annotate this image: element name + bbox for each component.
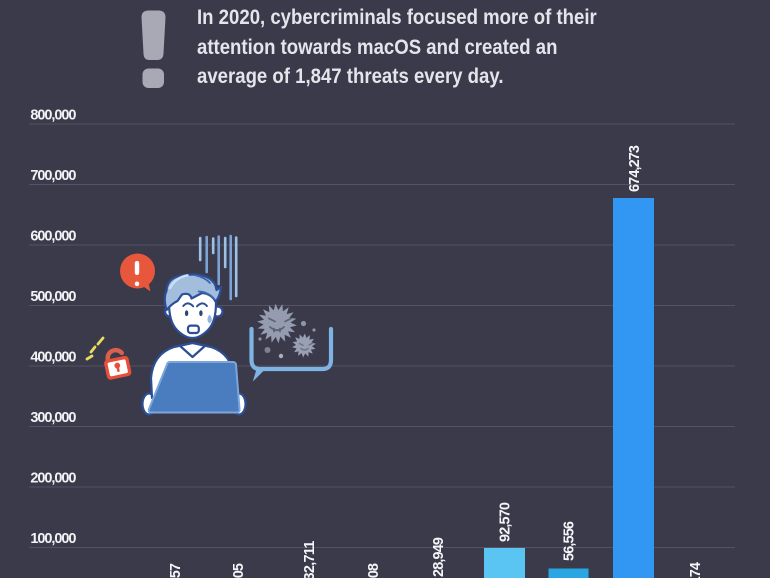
svg-text:56,556: 56,556 xyxy=(562,521,578,561)
svg-text:28,949: 28,949 xyxy=(431,537,447,577)
svg-text:100,000: 100,000 xyxy=(30,531,76,547)
svg-text:2,174: 2,174 xyxy=(688,562,704,578)
svg-text:600,000: 600,000 xyxy=(30,229,76,245)
svg-text:300,000: 300,000 xyxy=(30,410,76,426)
svg-text:400,000: 400,000 xyxy=(30,350,76,366)
svg-text:9,657: 9,657 xyxy=(168,563,184,578)
svg-text:700,000: 700,000 xyxy=(30,168,76,184)
svg-text:15,605: 15,605 xyxy=(231,563,247,578)
svg-text:800,000: 800,000 xyxy=(30,108,76,124)
svg-text:674,273: 674,273 xyxy=(627,145,643,192)
svg-text:92,570: 92,570 xyxy=(498,502,514,542)
svg-text:200,000: 200,000 xyxy=(30,471,76,487)
svg-text:32,711: 32,711 xyxy=(302,541,318,578)
svg-text:500,000: 500,000 xyxy=(30,289,76,305)
svg-text:17,208: 17,208 xyxy=(366,563,382,578)
